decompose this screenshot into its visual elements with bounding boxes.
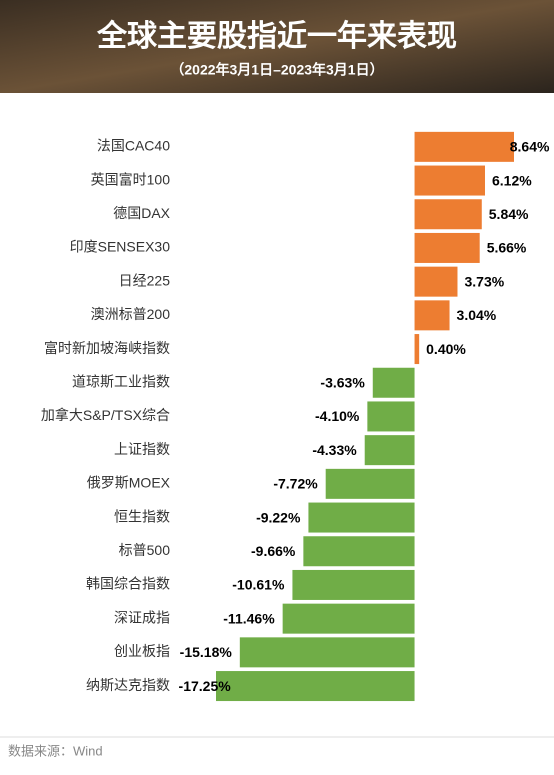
bar — [292, 569, 415, 600]
bar — [239, 637, 415, 668]
bar — [216, 671, 415, 702]
bar — [364, 435, 415, 466]
category-label: 韩国综合指数 — [86, 576, 170, 592]
category-label: 纳斯达克指数 — [86, 677, 170, 693]
header-bg — [0, 0, 554, 93]
value-label: -10.61% — [232, 577, 285, 593]
bar — [414, 199, 482, 230]
bar — [414, 266, 458, 297]
bar — [414, 165, 485, 196]
bar — [308, 502, 415, 533]
value-label: 3.73% — [464, 273, 504, 289]
bar — [372, 367, 415, 398]
value-label: -15.18% — [180, 644, 233, 660]
category-label: 恒生指数 — [114, 508, 170, 524]
category-label: 上证指数 — [114, 441, 170, 457]
value-label: 8.64% — [510, 139, 550, 155]
category-label: 加拿大S&P/TSX综合 — [41, 407, 170, 423]
bar — [325, 468, 415, 499]
chart-subtitle: （2022年3月1日–2023年3月1日） — [170, 62, 383, 78]
category-label: 创业板指 — [114, 643, 170, 659]
value-label: -3.63% — [320, 374, 365, 390]
source: 数据来源：Wind — [8, 743, 103, 758]
value-label: -4.10% — [315, 408, 360, 424]
category-label: 英国富时100 — [91, 171, 171, 187]
bar — [414, 300, 450, 331]
category-label: 俄罗斯MOEX — [87, 475, 171, 491]
value-label: -7.72% — [273, 476, 318, 492]
bar — [367, 401, 415, 432]
value-label: -9.66% — [251, 543, 296, 559]
category-label: 深证成指 — [114, 609, 170, 625]
value-label: 3.04% — [457, 307, 497, 323]
category-label: 标普500 — [119, 542, 171, 558]
chart-title: 全球主要股指近一年来表现 — [96, 19, 457, 53]
category-label: 澳洲标普200 — [91, 306, 171, 322]
category-label: 道琼斯工业指数 — [72, 373, 170, 389]
value-label: 5.66% — [487, 240, 527, 256]
category-label: 日经225 — [119, 272, 171, 288]
category-label: 富时新加坡海峡指数 — [44, 340, 170, 356]
category-label: 法国CAC40 — [97, 138, 170, 154]
value-label: -11.46% — [223, 610, 275, 626]
bar — [414, 232, 480, 263]
value-label: 0.40% — [426, 341, 466, 357]
value-label: -4.33% — [312, 442, 357, 458]
value-label: 5.84% — [489, 206, 529, 222]
value-label: 6.12% — [492, 172, 532, 188]
bar — [414, 131, 514, 162]
bar — [303, 536, 415, 567]
bar — [414, 334, 420, 365]
bar — [282, 603, 415, 634]
value-label: -17.25% — [179, 678, 232, 694]
category-label: 印度SENSEX30 — [70, 239, 171, 255]
category-label: 德国DAX — [113, 205, 170, 221]
value-label: -9.22% — [256, 509, 301, 525]
